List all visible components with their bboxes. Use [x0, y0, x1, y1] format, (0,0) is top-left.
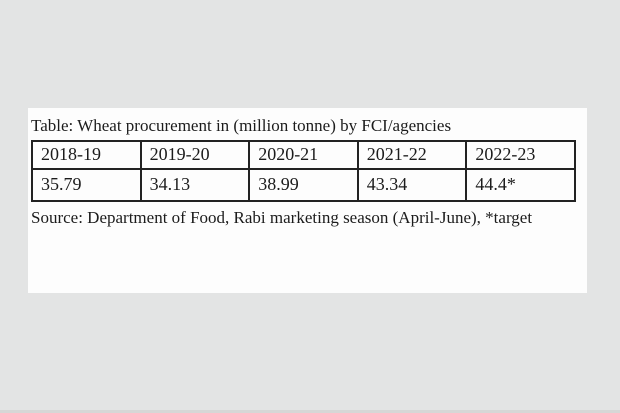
procurement-value-2021-22: 43.34	[356, 168, 468, 203]
table-header-row: 2018-19 2019-20 2020-21 2021-22 2022-23	[31, 140, 576, 171]
page-bottom-edge	[0, 410, 620, 413]
procurement-value-2022-23: 44.4*	[465, 168, 576, 203]
year-column-header-2020-21: 2020-21	[248, 140, 359, 171]
procurement-value-2018-19: 35.79	[31, 168, 142, 203]
table-panel: Table: Wheat procurement in (million ton…	[28, 108, 587, 293]
source-note: Source: Department of Food, Rabi marketi…	[31, 208, 533, 228]
table-title: Table: Wheat procurement in (million ton…	[31, 116, 452, 135]
year-column-header-2022-23: 2022-23	[465, 140, 576, 171]
procurement-value-2019-20: 34.13	[139, 168, 251, 203]
year-column-header-2019-20: 2019-20	[139, 140, 251, 171]
wheat-procurement-table: 2018-19 2019-20 2020-21 2021-22 2022-23 …	[31, 140, 576, 203]
year-column-header-2018-19: 2018-19	[31, 140, 142, 171]
year-column-header-2021-22: 2021-22	[356, 140, 468, 171]
table-header: 2018-19 2019-20 2020-21 2021-22 2022-23	[31, 140, 576, 171]
table-row: 35.79 34.13 38.99 43.34 44.4*	[31, 168, 576, 203]
procurement-value-2020-21: 38.99	[248, 168, 359, 203]
table-body: 35.79 34.13 38.99 43.34 44.4*	[31, 168, 576, 203]
